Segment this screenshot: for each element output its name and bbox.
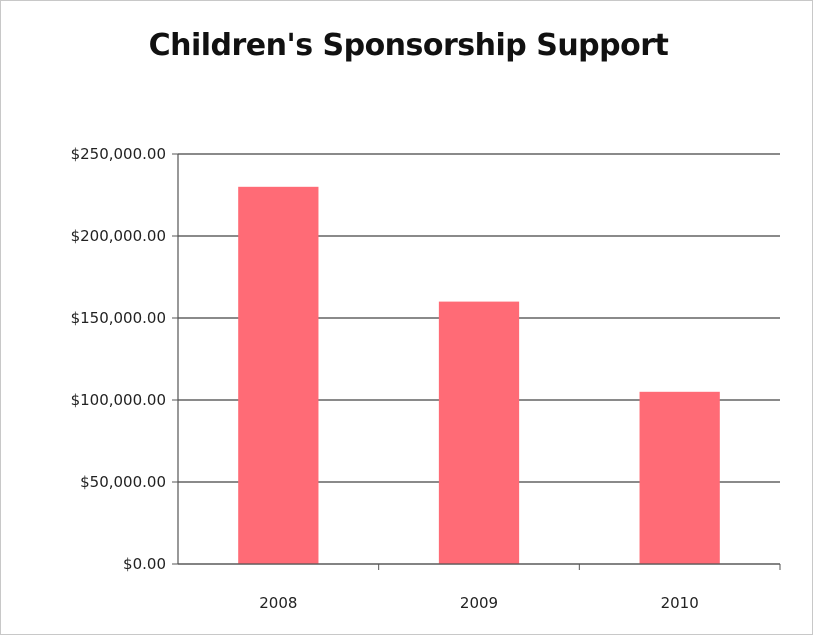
x-tick-label: 2008 [259,594,297,612]
y-tick-label: $200,000.00 [71,227,166,245]
x-tick-label: 2010 [661,594,699,612]
chart-title: Children's Sponsorship Support [148,28,669,63]
x-axis-tick-labels: 2008 2009 2010 [259,564,781,612]
y-axis-tick-labels: $0.00 $50,000.00 $100,000.00 $150,000.00 $20… [71,145,166,573]
y-tick-label: $250,000.00 [71,145,166,163]
bars [238,186,720,565]
y-tick-label: $50,000.00 [80,473,166,491]
bar-2009 [438,301,520,564]
y-tick-label: $100,000.00 [71,391,166,409]
y-tick-label: $150,000.00 [71,309,166,327]
x-tick-label: 2009 [460,594,498,612]
bar-2008 [238,186,319,565]
bar-2010 [639,391,720,564]
axes [177,154,780,565]
y-tick-label: $0.00 [123,555,166,573]
